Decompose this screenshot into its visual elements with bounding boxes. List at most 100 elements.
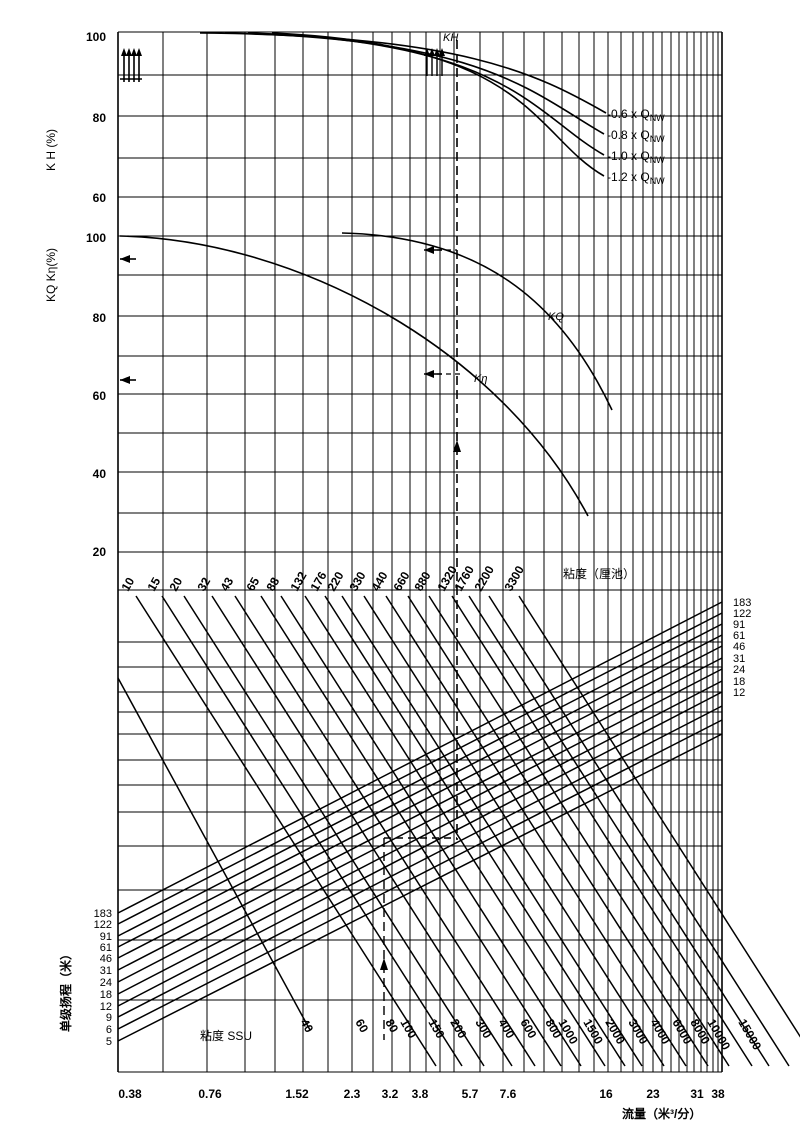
ssu-viscosity-label: 60	[352, 1017, 371, 1036]
head-axis-label: 单级扬程（米）	[58, 948, 73, 1032]
viscosity-line	[183, 595, 485, 1067]
ssu-viscosity-label: 40	[297, 1017, 316, 1036]
head-tick-right: 46	[733, 641, 745, 653]
cst-viscosity-label: 1760	[451, 563, 477, 593]
head-line	[117, 733, 723, 1042]
head-tick-left: 12	[100, 1001, 112, 1013]
up-arrow-head	[453, 440, 461, 452]
viscosity-line	[234, 595, 536, 1067]
cst-viscosity-label: 65	[243, 575, 262, 594]
kh-series-subscript: NW	[650, 155, 665, 165]
kh-curve	[199, 32, 607, 114]
viscosity-line	[211, 595, 513, 1067]
ssu-viscosity-label: 4000	[647, 1017, 673, 1047]
flow-tick-label: 1.52	[285, 1087, 309, 1101]
head-line	[117, 691, 723, 1007]
cst-viscosity-label: 10	[118, 575, 137, 594]
flow-tick-label: 23	[646, 1087, 660, 1101]
kh-up-arrow-head	[136, 48, 142, 56]
up-arrow-head-lower	[380, 958, 388, 970]
flow-tick-label: 31	[690, 1087, 704, 1101]
head-line	[117, 719, 723, 1030]
head-tick-right: 24	[733, 664, 745, 676]
flow-tick-label: 2.3	[344, 1087, 361, 1101]
kq-left-arrow-head	[120, 255, 130, 263]
viscosity-line	[407, 595, 709, 1067]
viscosity-line	[341, 595, 643, 1067]
kh-curve	[271, 32, 605, 177]
viscosity-line	[518, 595, 800, 1038]
cst-viscosity-label: 20	[166, 575, 185, 594]
chart-curves	[117, 32, 800, 1067]
kh-curve	[247, 32, 605, 156]
cst-viscosity-label: 88	[263, 575, 282, 594]
kh-series-label: -0.8 x QNW	[607, 128, 665, 144]
viscosity-line	[324, 595, 626, 1067]
head-line	[117, 623, 723, 937]
flow-tick-label: 3.2	[382, 1087, 399, 1101]
kh-axis-label: K H (%)	[44, 129, 58, 171]
flow-axis-label: 流量（米³/分）	[622, 1106, 701, 1121]
ssu-viscosity-label: 3000	[625, 1017, 651, 1047]
kh-tick-label: 100	[86, 30, 106, 44]
cst-viscosity-label: 15	[144, 575, 163, 594]
ssu-viscosity-label: 300	[472, 1017, 494, 1042]
flow-tick-label: 16	[599, 1087, 613, 1101]
kh-series-subscript: NW	[650, 113, 665, 123]
kh-up-arrow-head	[131, 48, 137, 56]
cst-viscosity-label: 43	[217, 575, 236, 594]
viscosity-line	[468, 595, 770, 1067]
cst-viscosity-label: 粘度（厘池）	[563, 566, 635, 581]
keta-curve	[119, 235, 589, 517]
viscosity-line	[451, 595, 753, 1067]
kq-curve	[341, 232, 613, 411]
viscosity-line	[428, 595, 730, 1067]
flow-tick-label: 3.8	[412, 1087, 429, 1101]
viscosity-line	[161, 595, 463, 1067]
head-tick-right: 91	[733, 619, 745, 631]
kh-curve-label: KH	[443, 32, 458, 44]
chart-grid	[117, 31, 723, 1073]
head-tick-left: 61	[100, 942, 112, 954]
flow-tick-label: 5.7	[462, 1087, 479, 1101]
kq-tick-label: 100	[86, 231, 106, 245]
kq-tick-label: 60	[93, 389, 107, 403]
ssu-viscosity-label: 600	[517, 1017, 539, 1042]
keta-arrow-head	[424, 370, 434, 378]
head-line	[117, 645, 723, 959]
head-tick-right: 18	[733, 676, 745, 688]
head-line	[117, 668, 723, 983]
ssu-viscosity-label: 100	[397, 1017, 419, 1042]
viscosity-line	[135, 595, 437, 1067]
kq-arrow-head	[424, 246, 434, 254]
kh-up-arrow-head	[121, 48, 127, 56]
kh-tick-label: 80	[93, 111, 107, 125]
kq-tick-label: 80	[93, 311, 107, 325]
kh-series-subscript: NW	[650, 134, 665, 144]
head-tick-right: 12	[733, 687, 745, 699]
head-tick-right: 183	[733, 597, 751, 609]
kq-tick-label: 40	[93, 467, 107, 481]
head-tick-left: 122	[94, 919, 112, 931]
kq-curve-label: KQ	[548, 311, 564, 323]
viscosity-line	[363, 595, 665, 1067]
viscosity-line	[385, 595, 687, 1067]
kq-tick-label: 20	[93, 545, 107, 559]
head-tick-left: 9	[106, 1012, 112, 1024]
flow-tick-label: 0.76	[198, 1087, 222, 1101]
ssu-viscosity-label: 2000	[602, 1017, 628, 1047]
cst-viscosity-label: 3300	[501, 563, 527, 593]
kh-series-label: -1.0 x QNW	[607, 149, 665, 165]
head-tick-left: 91	[100, 931, 112, 943]
kh-series-label: -1.2 x QNW	[607, 170, 665, 186]
head-tick-left: 183	[94, 908, 112, 920]
keta-curve-label: Kη	[474, 373, 487, 385]
keta-left-arrow-head	[120, 376, 130, 384]
cst-viscosity-label: 2200	[471, 563, 497, 593]
kh-tick-label: 60	[93, 191, 107, 205]
kh-series-label: -0.6 x QNW	[607, 107, 665, 123]
head-line	[117, 612, 723, 925]
head-line	[117, 634, 723, 948]
head-tick-left: 46	[100, 953, 112, 965]
